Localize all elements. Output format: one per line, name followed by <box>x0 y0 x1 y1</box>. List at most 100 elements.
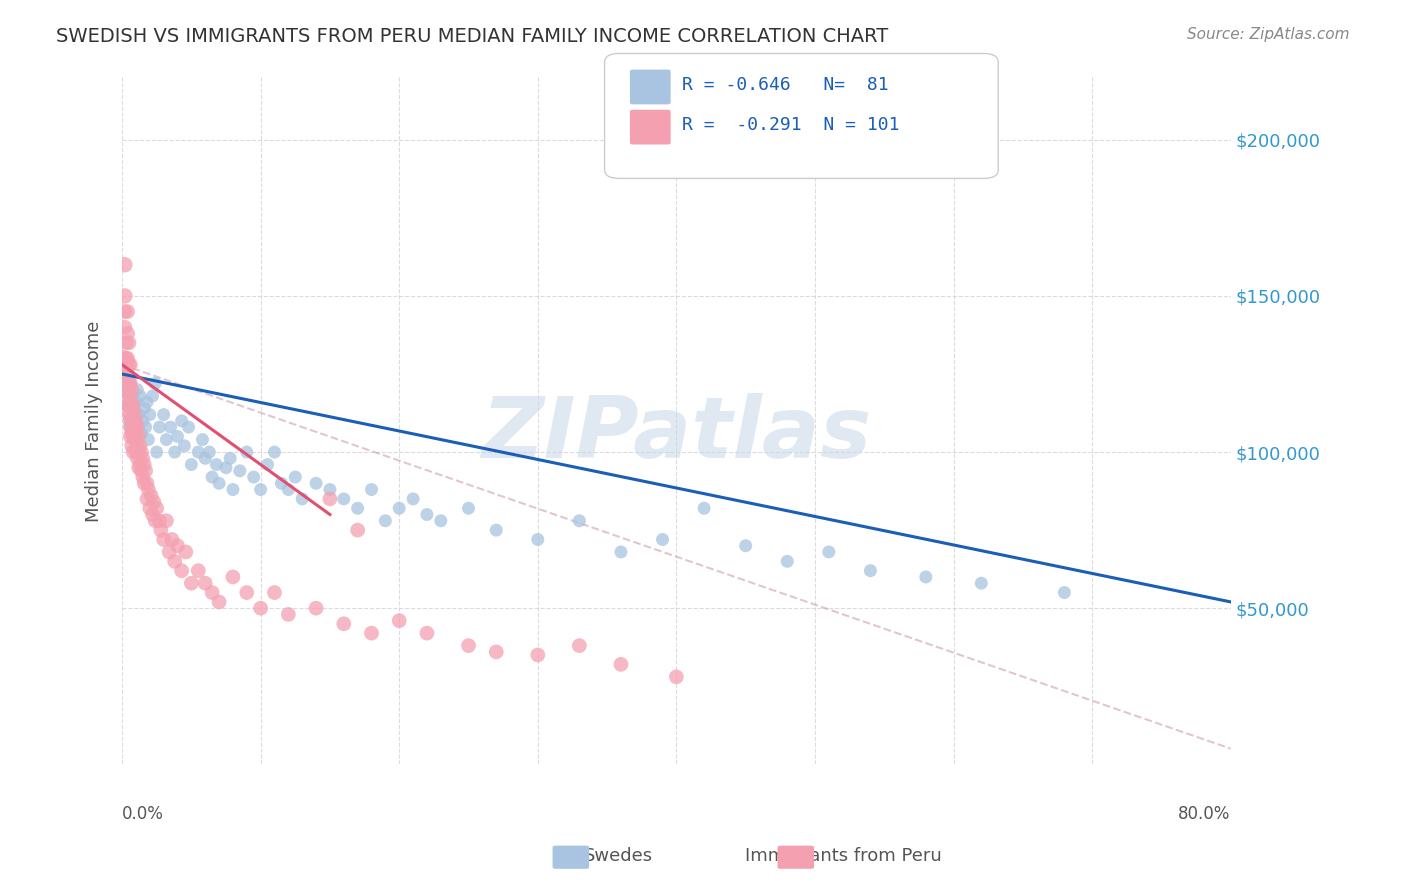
Point <box>124 429 146 443</box>
Point <box>121 414 143 428</box>
Point <box>155 514 177 528</box>
Point <box>198 445 221 459</box>
Point <box>215 460 238 475</box>
Point <box>416 626 439 640</box>
Point <box>136 491 159 506</box>
Point <box>138 433 160 447</box>
Point <box>120 408 142 422</box>
Point <box>388 614 411 628</box>
Point <box>305 601 328 615</box>
Point <box>305 476 328 491</box>
Point <box>114 320 136 334</box>
Point <box>319 491 342 506</box>
Point <box>141 508 163 522</box>
Point <box>118 358 141 372</box>
Point <box>114 258 136 272</box>
Point <box>124 408 146 422</box>
Text: 0.0%: 0.0% <box>122 805 165 823</box>
Point <box>120 358 142 372</box>
Point <box>125 420 148 434</box>
Point <box>114 383 136 397</box>
Point <box>160 533 183 547</box>
Point <box>208 476 231 491</box>
Point <box>194 451 217 466</box>
Point <box>229 464 252 478</box>
Point <box>129 439 152 453</box>
Point <box>346 501 368 516</box>
Point <box>114 304 136 318</box>
Point <box>163 445 186 459</box>
Point <box>122 429 145 443</box>
Point <box>128 429 150 443</box>
Point <box>236 585 259 599</box>
Point <box>117 304 139 318</box>
Point <box>122 385 145 400</box>
Point <box>134 476 156 491</box>
Point <box>112 367 135 381</box>
Point <box>134 458 156 472</box>
Point <box>191 433 214 447</box>
Point <box>143 514 166 528</box>
Point <box>135 420 157 434</box>
Point <box>122 408 145 422</box>
Point <box>527 648 550 662</box>
Point <box>136 476 159 491</box>
Point <box>859 564 882 578</box>
Point <box>124 433 146 447</box>
Point <box>485 645 508 659</box>
Text: Immigrants from Peru: Immigrants from Peru <box>745 847 942 865</box>
Point <box>665 670 688 684</box>
Point <box>201 585 224 599</box>
Point <box>187 445 209 459</box>
Point <box>122 414 145 428</box>
Point <box>117 326 139 341</box>
Point <box>277 483 299 497</box>
Point <box>129 389 152 403</box>
Point <box>141 489 163 503</box>
Point <box>263 445 285 459</box>
Point <box>177 420 200 434</box>
Text: Source: ZipAtlas.com: Source: ZipAtlas.com <box>1187 27 1350 42</box>
Point <box>122 398 145 412</box>
Point <box>118 389 141 403</box>
Point <box>173 439 195 453</box>
Point <box>132 451 155 466</box>
Point <box>187 564 209 578</box>
Point <box>117 367 139 381</box>
Point <box>263 585 285 599</box>
Text: 80.0%: 80.0% <box>1178 805 1230 823</box>
Text: ZIPatlas: ZIPatlas <box>481 393 872 476</box>
Point <box>145 445 167 459</box>
Point <box>360 483 382 497</box>
Point <box>157 545 180 559</box>
Point <box>170 414 193 428</box>
Point <box>132 414 155 428</box>
Point <box>122 445 145 459</box>
Point <box>139 408 162 422</box>
Point <box>284 470 307 484</box>
Point <box>118 335 141 350</box>
Point <box>115 376 138 391</box>
Point <box>125 429 148 443</box>
Point <box>131 464 153 478</box>
Point <box>134 401 156 416</box>
Point <box>117 398 139 412</box>
Point <box>222 483 245 497</box>
Point <box>166 429 188 443</box>
Point <box>374 514 396 528</box>
Point <box>117 398 139 412</box>
Point <box>117 351 139 366</box>
Point <box>416 508 439 522</box>
Point <box>120 420 142 434</box>
Point <box>457 501 479 516</box>
Point <box>128 460 150 475</box>
Point <box>139 501 162 516</box>
Point <box>121 395 143 409</box>
Point <box>291 491 314 506</box>
Point <box>180 576 202 591</box>
Point <box>568 514 591 528</box>
Point <box>115 367 138 381</box>
Point <box>194 576 217 591</box>
Point <box>734 539 756 553</box>
Point <box>128 408 150 422</box>
